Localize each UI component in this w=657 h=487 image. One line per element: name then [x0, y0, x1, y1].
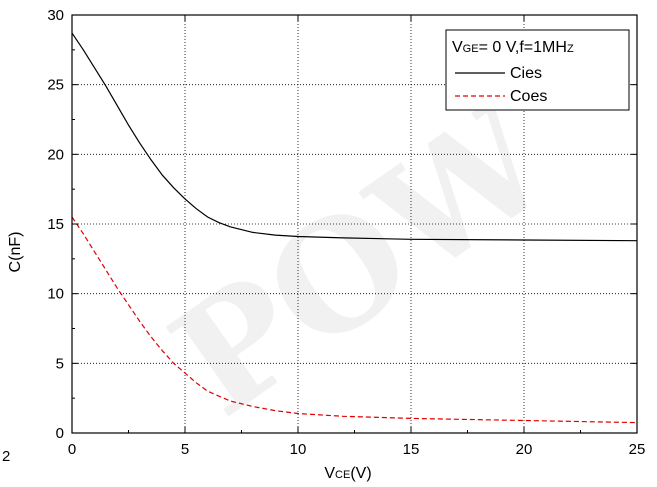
legend: VGE= 0 V,f=1MHZ Cies Coes — [445, 29, 630, 111]
legend-box — [445, 29, 630, 111]
x-tick-label: 25 — [629, 441, 646, 458]
x-tick-label: 5 — [181, 441, 189, 458]
watermark: POW — [142, 68, 582, 450]
series-line-coes — [71, 216, 638, 424]
tick-labels: 0 5 10 15 20 25 0 5 10 15 20 25 30 — [47, 7, 645, 458]
x-tick-label: 0 — [68, 441, 76, 458]
y-tick-label: 10 — [47, 286, 64, 303]
y-tick-label: 30 — [47, 7, 64, 24]
legend-title: VGE= 0 V,f=1MHZ — [452, 39, 574, 56]
series-line-cies — [71, 32, 638, 242]
x-tick-label: 10 — [290, 441, 307, 458]
axes — [71, 14, 638, 434]
stray-edge-text: 2 — [2, 448, 10, 465]
y-tick-label: 5 — [56, 355, 64, 372]
x-tick-label: 15 — [403, 441, 420, 458]
y-axis-label: C(nF) — [7, 232, 24, 273]
series-lines — [71, 32, 638, 424]
x-tick-label: 20 — [516, 441, 533, 458]
y-tick-label: 0 — [56, 425, 64, 442]
legend-label-cies: Cies — [510, 65, 542, 82]
y-tick-label: 20 — [47, 146, 64, 163]
x-axis-label: VCE(V) — [324, 465, 371, 482]
legend-label-coes: Coes — [510, 88, 547, 105]
y-tick-label: 25 — [47, 77, 64, 94]
y-tick-label: 15 — [47, 216, 64, 233]
